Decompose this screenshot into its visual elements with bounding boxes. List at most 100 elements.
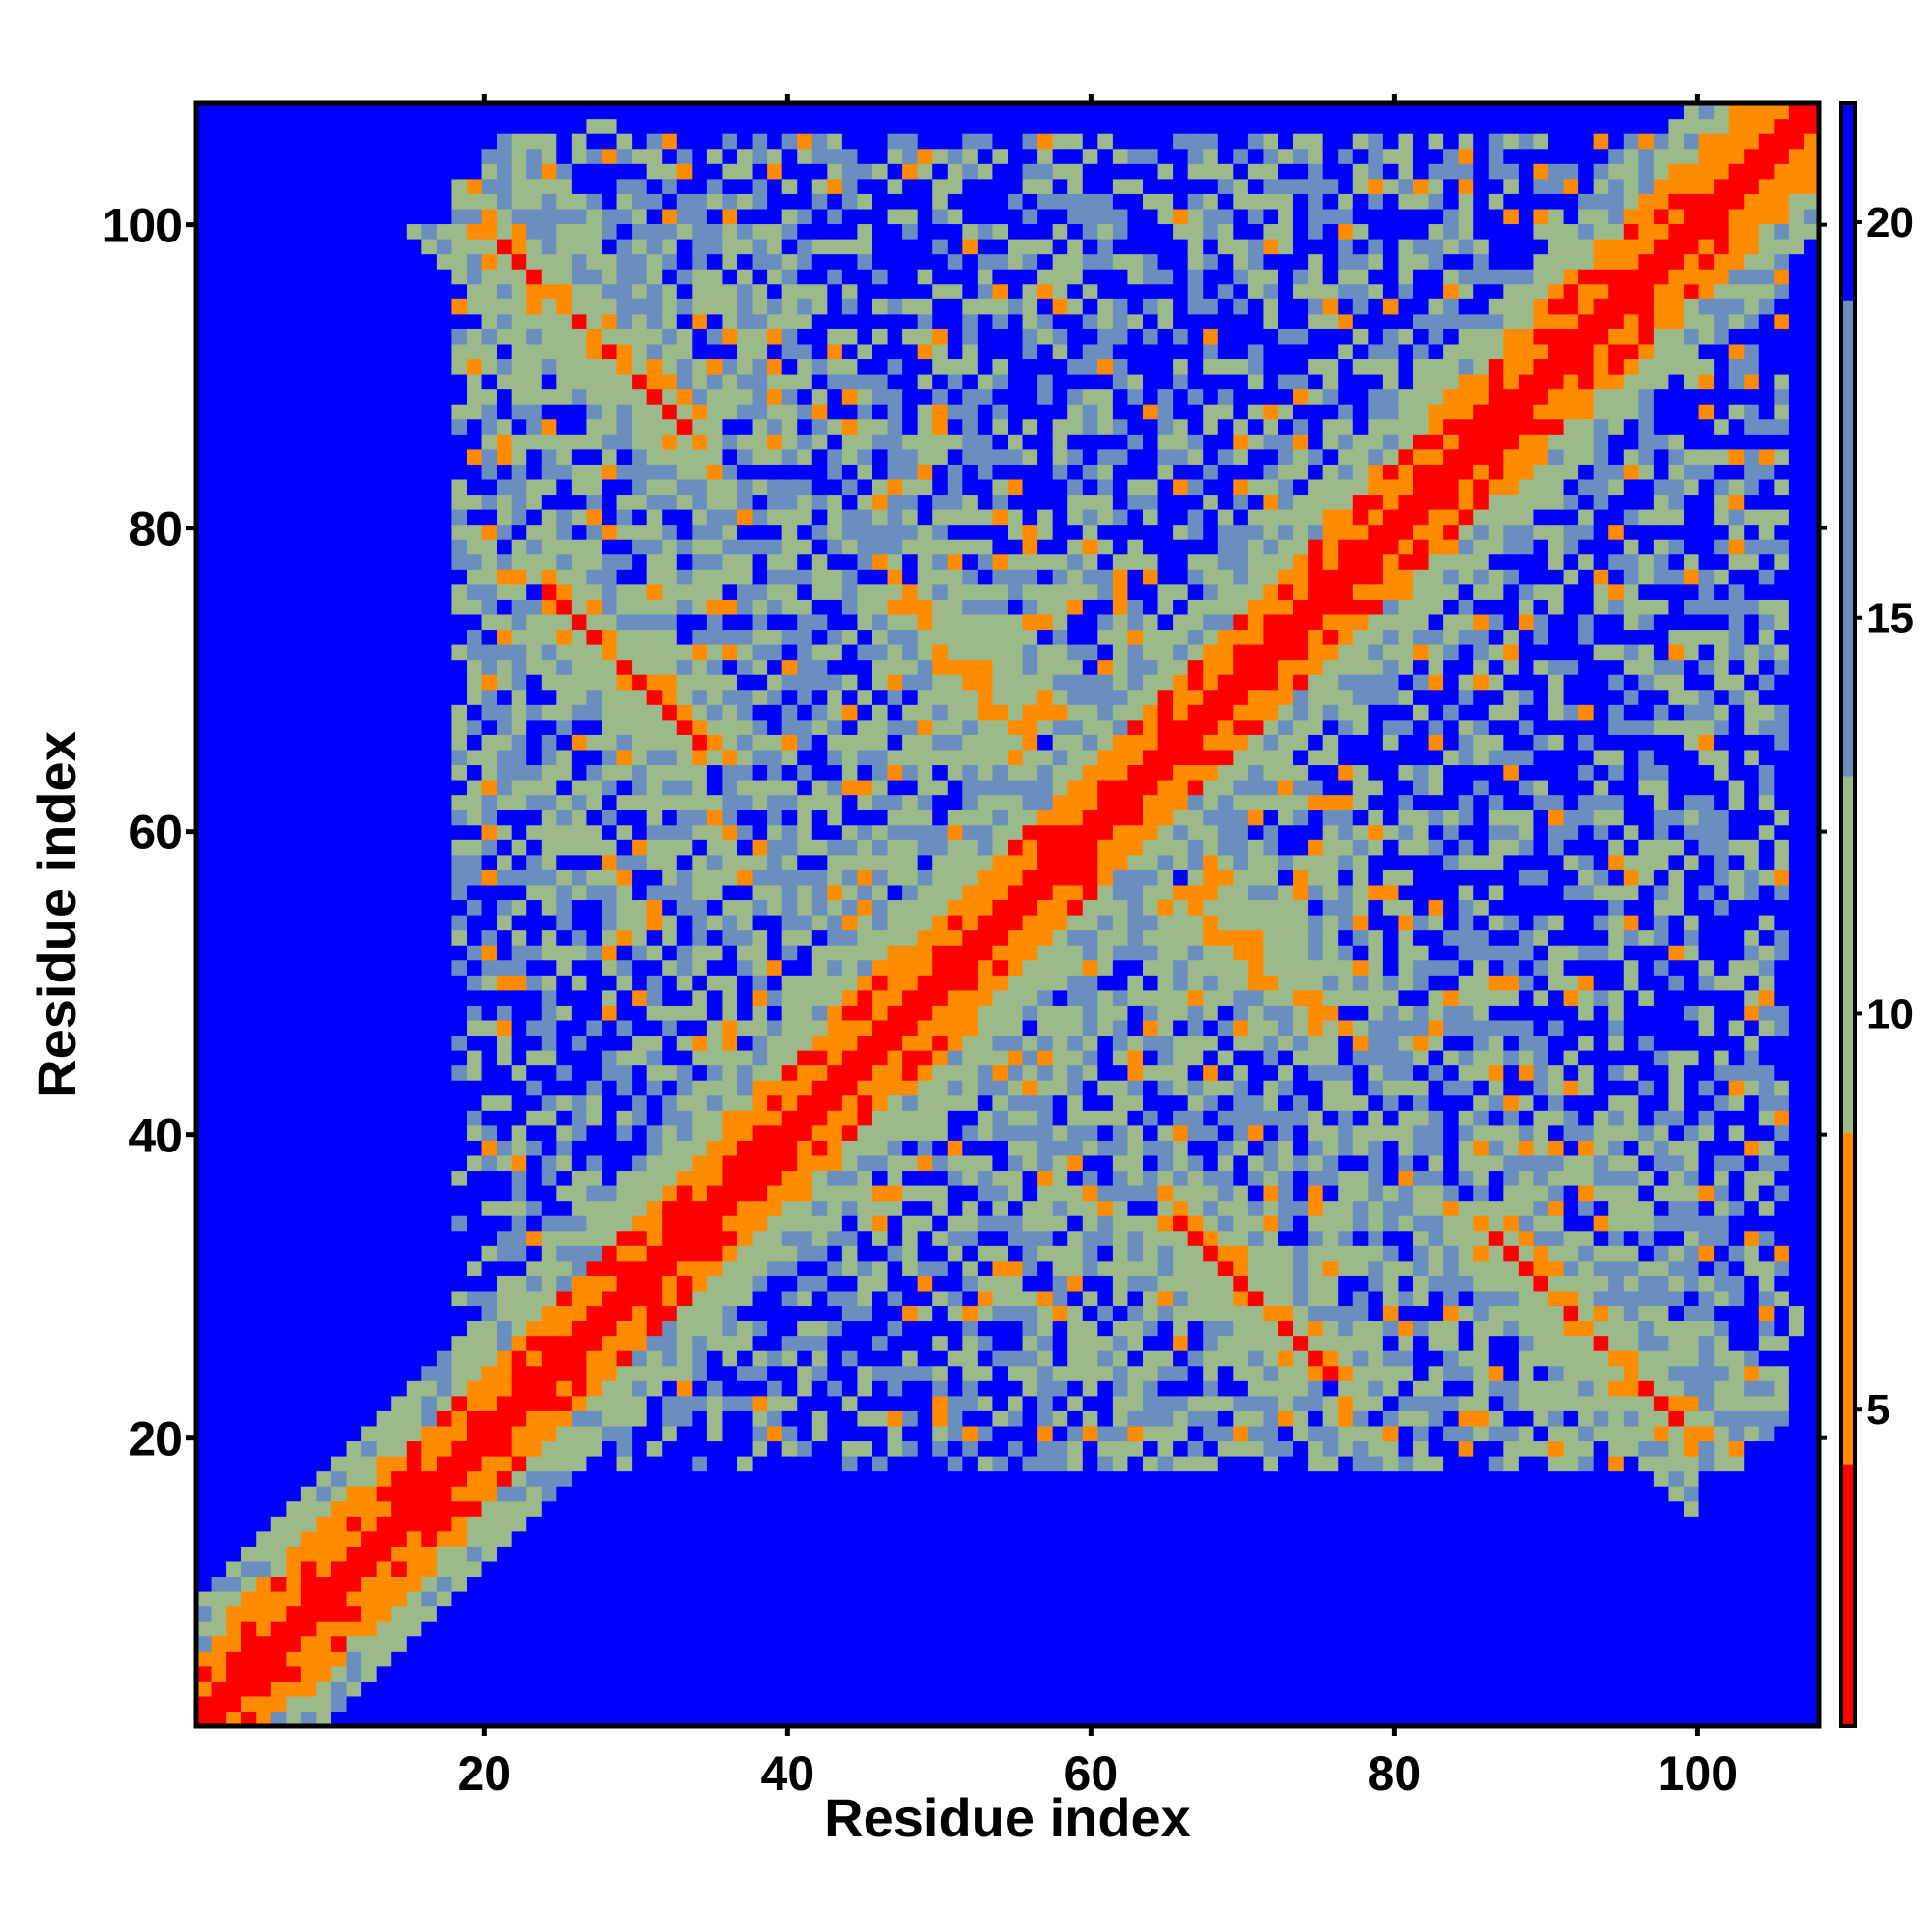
- heatmap-cell: [316, 1275, 332, 1292]
- heatmap-cell: [932, 1486, 949, 1502]
- heatmap-cell: [1352, 1395, 1369, 1411]
- heatmap-cell: [421, 810, 438, 826]
- heatmap-cell: [241, 1395, 257, 1411]
- heatmap-cell: [391, 1621, 408, 1637]
- heatmap-cell: [1593, 1711, 1609, 1727]
- heatmap-cell: [662, 1605, 678, 1622]
- heatmap-cell: [1173, 1530, 1189, 1547]
- heatmap-cell: [436, 1546, 453, 1562]
- heatmap-cell: [436, 178, 453, 194]
- heatmap-cell: [1668, 1711, 1685, 1727]
- heatmap-cell: [511, 1035, 527, 1051]
- heatmap-cell: [300, 148, 318, 164]
- heatmap-cell: [331, 1290, 348, 1307]
- heatmap-cell: [196, 899, 213, 916]
- heatmap-cell: [1623, 1425, 1639, 1442]
- heatmap-cell: [391, 328, 408, 345]
- heatmap-cell: [662, 1516, 678, 1532]
- heatmap-cell: [1488, 1395, 1504, 1411]
- heatmap-cell: [391, 583, 408, 600]
- heatmap-cell: [1263, 1440, 1279, 1457]
- heatmap-cell: [196, 269, 213, 285]
- heatmap-cell: [241, 328, 257, 345]
- heatmap-cell: [932, 1500, 949, 1517]
- heatmap-cell: [331, 689, 348, 705]
- heatmap-cell: [1157, 1380, 1174, 1397]
- heatmap-cell: [376, 1470, 392, 1487]
- heatmap-cell: [391, 1635, 408, 1652]
- heatmap-cell: [1774, 1350, 1790, 1367]
- heatmap-cell: [556, 1576, 573, 1592]
- heatmap-cell: [286, 1410, 302, 1427]
- heatmap-cell: [526, 854, 543, 870]
- heatmap-cell: [256, 734, 272, 751]
- heatmap-cell: [526, 749, 543, 766]
- heatmap-cell: [1668, 1456, 1685, 1472]
- heatmap-cell: [541, 1591, 557, 1607]
- heatmap-cell: [1608, 1681, 1625, 1697]
- heatmap-cell: [1082, 1546, 1098, 1562]
- heatmap-cell: [391, 659, 408, 675]
- heatmap-cell: [1684, 1711, 1700, 1727]
- heatmap-cell: [467, 1035, 483, 1051]
- heatmap-cell: [1684, 1395, 1700, 1411]
- heatmap-cell: [1728, 1410, 1745, 1427]
- heatmap-cell: [511, 283, 527, 299]
- heatmap-cell: [331, 749, 348, 766]
- heatmap-cell: [451, 313, 468, 329]
- heatmap-cell: [256, 163, 272, 180]
- heatmap-cell: [1278, 1365, 1294, 1381]
- heatmap-cell: [1503, 1681, 1520, 1697]
- heatmap-cell: [1458, 1410, 1474, 1427]
- heatmap-cell: [1052, 1365, 1068, 1381]
- heatmap-cell: [962, 1470, 979, 1487]
- heatmap-cell: [1473, 1695, 1490, 1713]
- heatmap-cell: [1623, 1605, 1639, 1622]
- heatmap-cell: [406, 1651, 422, 1667]
- heatmap-cell: [481, 1605, 497, 1622]
- heatmap-cell: [436, 524, 453, 540]
- heatmap-cell: [376, 133, 392, 150]
- heatmap-cell: [616, 1395, 633, 1411]
- heatmap-cell: [556, 388, 573, 405]
- heatmap-cell: [526, 253, 543, 270]
- heatmap-cell: [722, 1425, 738, 1442]
- heatmap-cell: [316, 1711, 332, 1727]
- heatmap-cell: [1758, 1560, 1775, 1577]
- heatmap-cell: [256, 599, 272, 615]
- heatmap-cell: [932, 1380, 949, 1397]
- heatmap-cell: [571, 148, 588, 164]
- heatmap-cell: [467, 358, 483, 375]
- heatmap-cell: [1638, 1470, 1655, 1487]
- heatmap-cell: [586, 1500, 603, 1517]
- heatmap-cell: [211, 780, 227, 796]
- heatmap-cell: [571, 1695, 588, 1713]
- heatmap-cell: [376, 1665, 392, 1682]
- heatmap-cell: [361, 1711, 378, 1727]
- heatmap-cell: [706, 1605, 724, 1622]
- heatmap-cell: [256, 884, 272, 901]
- heatmap-cell: [526, 1094, 543, 1111]
- heatmap-cell: [1217, 1695, 1234, 1713]
- heatmap-cell: [1698, 1425, 1715, 1442]
- heatmap-cell: [270, 1080, 287, 1096]
- heatmap-cell: [1368, 1635, 1384, 1652]
- heatmap-cell: [256, 869, 272, 886]
- heatmap-cell: [346, 103, 362, 120]
- heatmap-cell: [1263, 1425, 1279, 1442]
- heatmap-cell: [1788, 1486, 1805, 1502]
- heatmap-cell: [361, 659, 378, 675]
- heatmap-cell: [331, 1651, 348, 1667]
- heatmap-cell: [497, 1005, 513, 1021]
- heatmap-cell: [586, 1695, 603, 1713]
- heatmap-cell: [811, 1621, 828, 1637]
- heatmap-cell: [992, 1380, 1009, 1397]
- heatmap-cell: [676, 1530, 693, 1547]
- heatmap-cell: [752, 1500, 768, 1517]
- heatmap-cell: [361, 554, 378, 570]
- heatmap-cell: [1623, 1500, 1639, 1517]
- heatmap-cell: [1428, 1711, 1444, 1727]
- heatmap-cell: [211, 1711, 227, 1727]
- heatmap-cell: [511, 1140, 527, 1156]
- heatmap-cell: [1758, 1695, 1775, 1713]
